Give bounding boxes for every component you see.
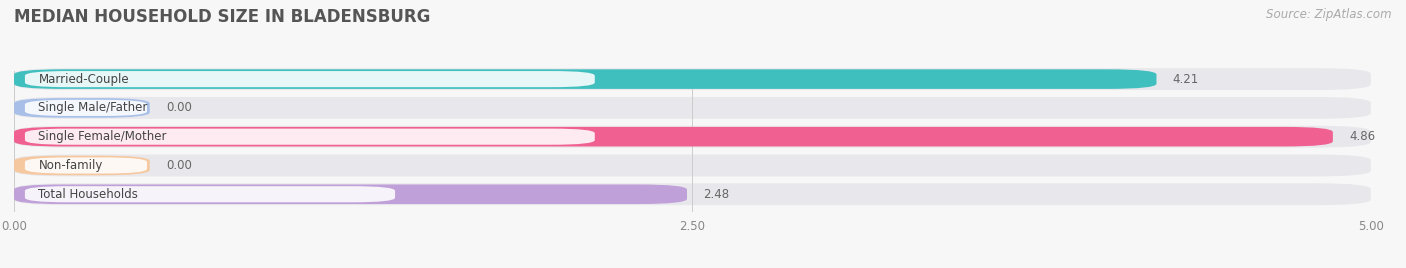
FancyBboxPatch shape (14, 97, 1371, 119)
Text: Married-Couple: Married-Couple (38, 73, 129, 85)
FancyBboxPatch shape (14, 68, 1371, 90)
FancyBboxPatch shape (14, 69, 1157, 89)
FancyBboxPatch shape (14, 155, 1371, 176)
Text: Single Male/Father: Single Male/Father (38, 101, 148, 114)
FancyBboxPatch shape (14, 184, 688, 204)
FancyBboxPatch shape (25, 100, 148, 116)
Text: 0.00: 0.00 (166, 101, 191, 114)
FancyBboxPatch shape (14, 98, 150, 118)
FancyBboxPatch shape (14, 127, 1333, 147)
Text: Non-family: Non-family (38, 159, 103, 172)
Text: 2.48: 2.48 (703, 188, 730, 201)
Text: Total Households: Total Households (38, 188, 138, 201)
Text: MEDIAN HOUSEHOLD SIZE IN BLADENSBURG: MEDIAN HOUSEHOLD SIZE IN BLADENSBURG (14, 8, 430, 26)
Text: Source: ZipAtlas.com: Source: ZipAtlas.com (1267, 8, 1392, 21)
FancyBboxPatch shape (14, 126, 1371, 148)
Text: 4.86: 4.86 (1350, 130, 1375, 143)
Text: 0.00: 0.00 (166, 159, 191, 172)
FancyBboxPatch shape (14, 183, 1371, 205)
FancyBboxPatch shape (25, 129, 595, 145)
Text: 4.21: 4.21 (1173, 73, 1199, 85)
FancyBboxPatch shape (14, 156, 150, 175)
FancyBboxPatch shape (25, 71, 595, 87)
Text: Single Female/Mother: Single Female/Mother (38, 130, 167, 143)
FancyBboxPatch shape (25, 157, 148, 173)
FancyBboxPatch shape (25, 186, 395, 202)
